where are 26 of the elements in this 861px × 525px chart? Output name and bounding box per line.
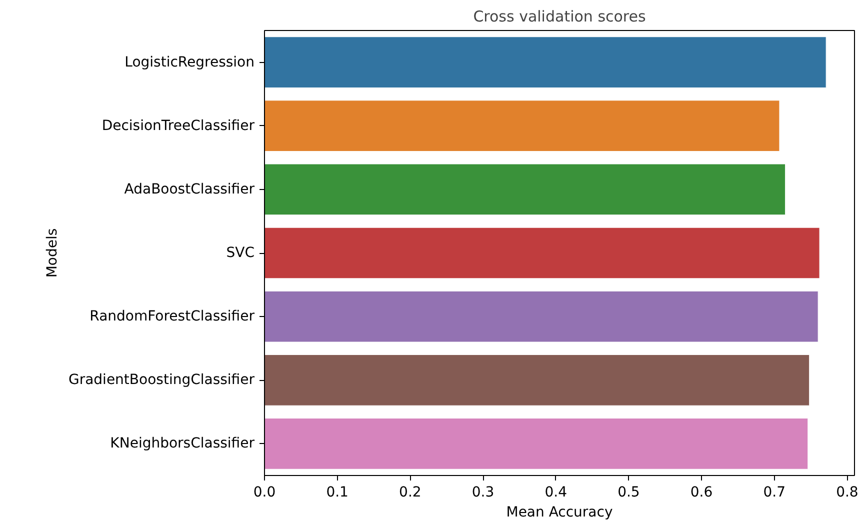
x-tick-label: 0.6	[690, 484, 713, 500]
bar	[264, 164, 786, 216]
x-tick-label: 0.3	[472, 484, 494, 500]
bar	[264, 354, 810, 406]
bar	[264, 418, 808, 470]
y-tick-label: SVC	[226, 245, 255, 261]
x-tick-label: 0.0	[253, 484, 276, 500]
bar	[264, 100, 780, 152]
x-tick-label: 0.8	[836, 484, 858, 500]
x-tick-label: 0.5	[618, 484, 640, 500]
y-tick-label: LogisticRegression	[124, 54, 254, 70]
bar	[264, 290, 818, 342]
y-tick-label: GradientBoostingClassifier	[68, 372, 255, 388]
y-tick-label: RandomForestClassifier	[90, 308, 255, 325]
bar	[264, 36, 826, 88]
y-tick-label: DecisionTreeClassifier	[102, 118, 255, 134]
x-tick-label: 0.2	[399, 484, 422, 500]
y-tick-label: KNeighborsClassifier	[110, 436, 255, 452]
chart-title: Cross validation scores	[473, 8, 646, 26]
x-tick-label: 0.7	[763, 484, 786, 500]
y-tick-label: AdaBoostClassifier	[124, 181, 255, 198]
bar	[264, 227, 820, 279]
y-axis-title: Models	[44, 228, 60, 278]
x-tick-label: 0.1	[326, 484, 348, 500]
x-tick-label: 0.4	[544, 484, 568, 500]
x-axis-title: Mean Accuracy	[506, 504, 613, 520]
